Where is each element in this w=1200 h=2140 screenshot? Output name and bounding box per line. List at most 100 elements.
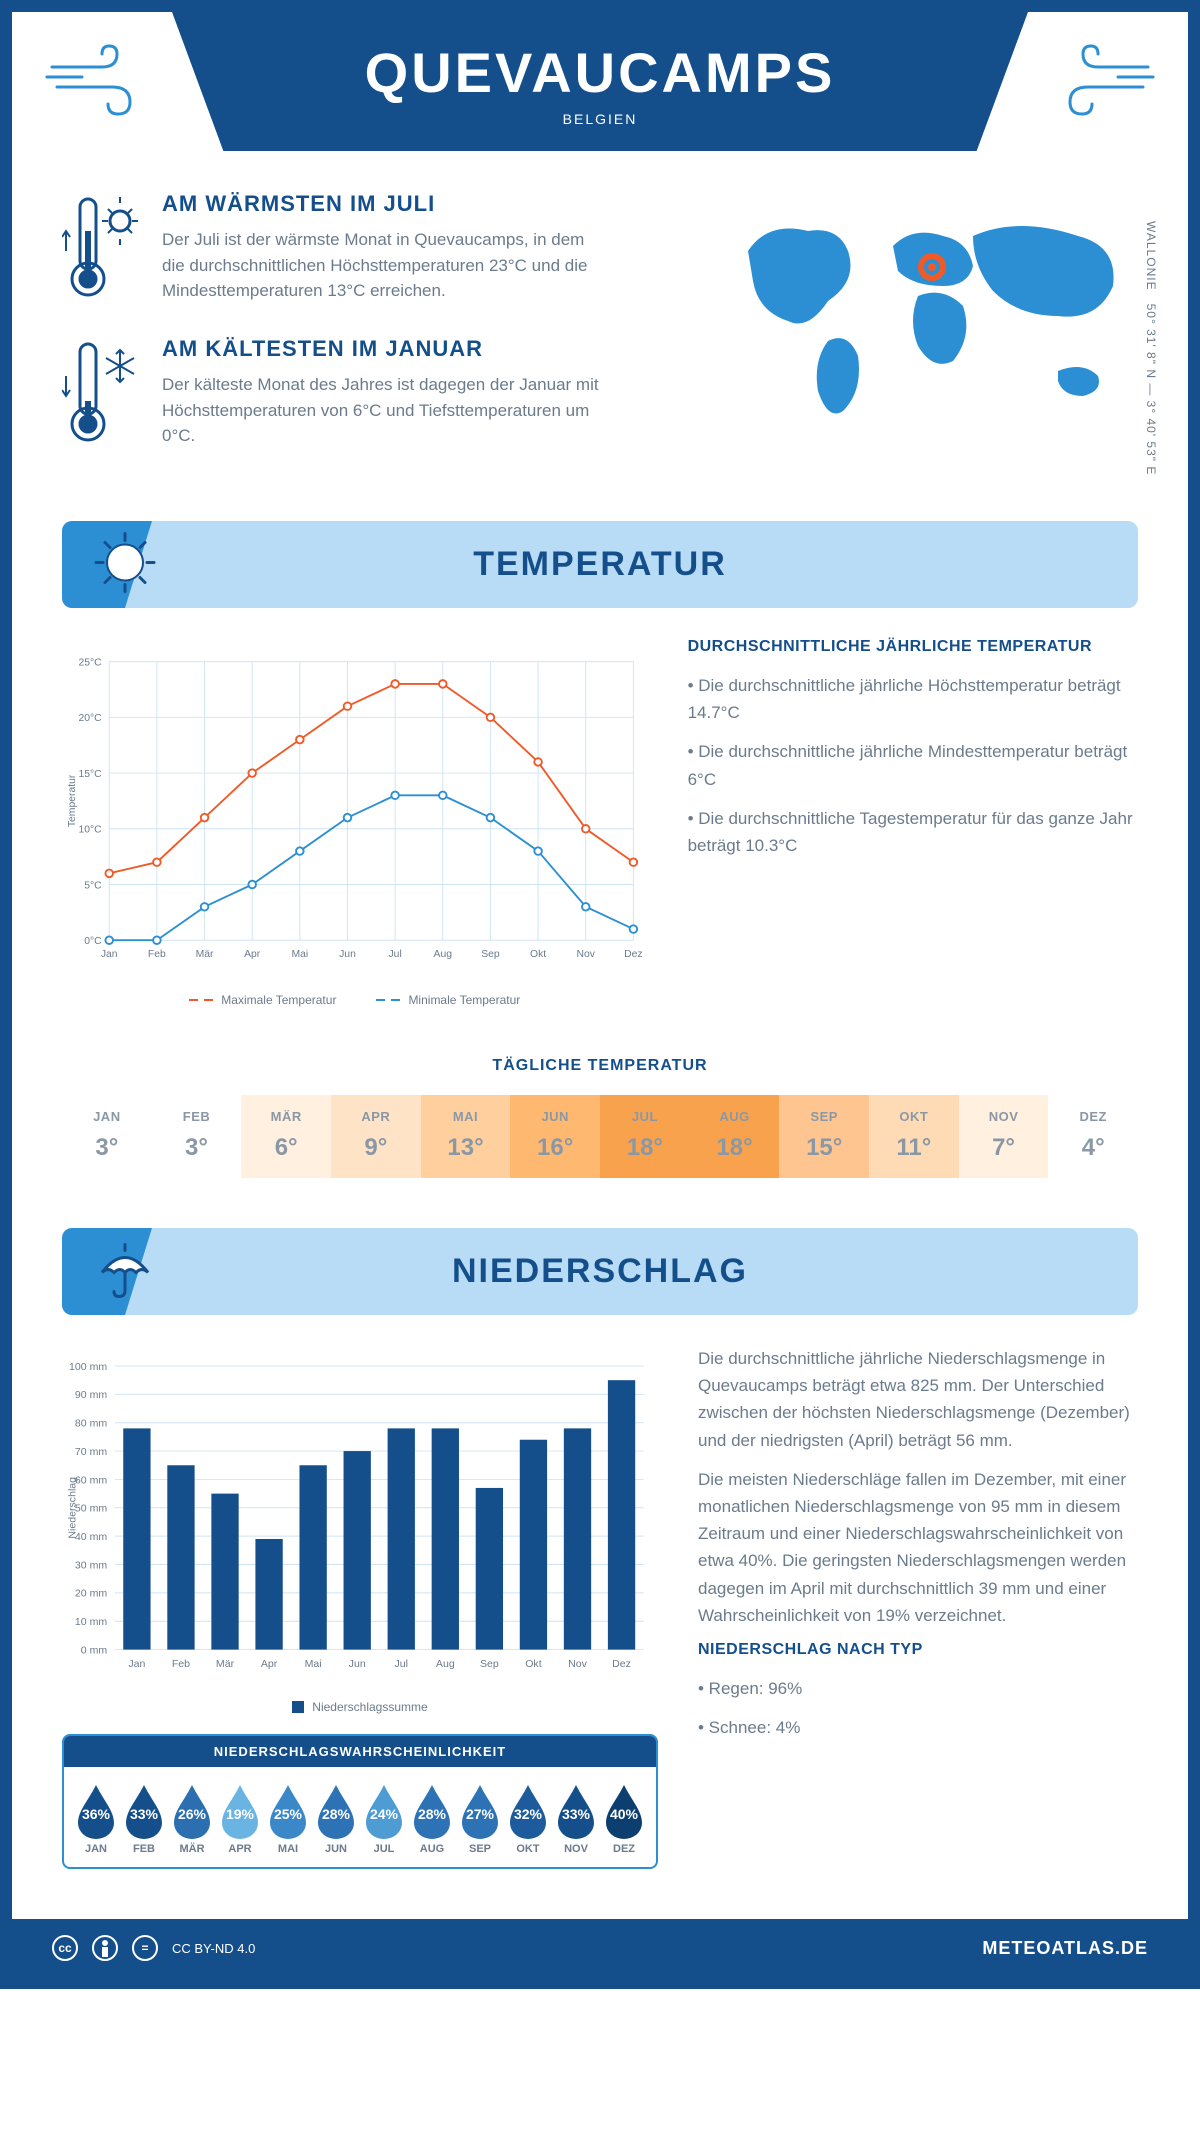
warmest-text: Der Juli ist der wärmste Monat in Quevau… [162,227,602,304]
svg-text:40 mm: 40 mm [75,1531,107,1543]
drop-cell: 32%OKT [506,1783,550,1855]
drop-cell: 25%MAI [266,1783,310,1855]
svg-text:Nov: Nov [568,1658,588,1670]
precip-para: Die meisten Niederschläge fallen im Deze… [698,1466,1138,1629]
coordinates: WALLONIE 50° 31' 8" N — 3° 40' 53" E [1144,221,1158,475]
section-title-precip: NIEDERSCHLAG [92,1252,1108,1291]
heat-cell: DEZ4° [1048,1095,1138,1178]
heat-cell: MÄR6° [241,1095,331,1178]
svg-text:Jul: Jul [394,1658,408,1670]
svg-text:Aug: Aug [434,949,453,960]
drop-cell: 36%JAN [74,1783,118,1855]
svg-text:Feb: Feb [172,1658,190,1670]
svg-text:Nov: Nov [577,949,596,960]
warmest-title: AM WÄRMSTEN IM JULI [162,191,602,217]
drop-cell: 27%SEP [458,1783,502,1855]
svg-text:Mai: Mai [291,949,308,960]
temp-bullet: • Die durchschnittliche jährliche Mindes… [688,738,1138,792]
drop-cell: 33%NOV [554,1783,598,1855]
precip-para: Die durchschnittliche jährliche Niedersc… [698,1345,1138,1454]
svg-text:Apr: Apr [261,1658,278,1670]
svg-text:Jul: Jul [389,949,402,960]
thermometer-hot-icon [62,191,142,306]
svg-text:60 mm: 60 mm [75,1474,107,1486]
location-title: QUEVAUCAMPS [212,40,988,105]
license-text: CC BY-ND 4.0 [172,1941,255,1956]
temp-bullet: • Die durchschnittliche jährliche Höchst… [688,672,1138,726]
country-label: BELGIEN [212,111,988,127]
precip-type-head: NIEDERSCHLAG NACH TYP [698,1641,1138,1659]
precip-type: • Schnee: 4% [698,1714,1138,1741]
svg-text:Feb: Feb [148,949,166,960]
drop-cell: 19%APR [218,1783,262,1855]
svg-text:30 mm: 30 mm [75,1559,107,1571]
svg-text:Mär: Mär [216,1658,235,1670]
svg-text:Jun: Jun [339,949,356,960]
svg-text:70 mm: 70 mm [75,1446,107,1458]
svg-text:Apr: Apr [244,949,261,960]
heat-cell: MAI13° [421,1095,511,1178]
svg-text:100 mm: 100 mm [69,1361,107,1373]
svg-text:10 mm: 10 mm [75,1616,107,1628]
svg-text:Okt: Okt [530,949,546,960]
heat-cell: APR9° [331,1095,421,1178]
svg-text:20 mm: 20 mm [75,1588,107,1600]
precip-type: • Regen: 96% [698,1675,1138,1702]
site-name: METEOATLAS.DE [982,1938,1148,1959]
svg-text:Aug: Aug [436,1658,455,1670]
drop-cell: 26%MÄR [170,1783,214,1855]
svg-text:Jan: Jan [128,1658,145,1670]
sun-icon [92,529,158,600]
svg-text:Okt: Okt [525,1658,541,1670]
svg-text:15°C: 15°C [78,769,102,780]
svg-text:0 mm: 0 mm [81,1644,108,1656]
svg-text:10°C: 10°C [78,825,102,836]
svg-text:0°C: 0°C [84,936,102,947]
svg-text:Dez: Dez [612,1658,631,1670]
section-title-temp: TEMPERATUR [92,545,1108,584]
wind-icon [42,42,162,127]
cc-icon: cc [52,1935,78,1961]
svg-text:90 mm: 90 mm [75,1389,107,1401]
heat-cell: JUN16° [510,1095,600,1178]
heat-cell: JUL18° [600,1095,690,1178]
coldest-title: AM KÄLTESTEN IM JANUAR [162,336,602,362]
drop-cell: 28%JUN [314,1783,358,1855]
coldest-text: Der kälteste Monat des Jahres ist dagege… [162,372,602,449]
temp-chart-legend: Maximale Temperatur Minimale Temperatur [62,993,648,1007]
daily-temp-title: TÄGLICHE TEMPERATUR [12,1057,1188,1075]
precip-prob-title: NIEDERSCHLAGSWAHRSCHEINLICHKEIT [64,1736,656,1767]
heat-cell: JAN3° [62,1095,152,1178]
nd-icon: = [132,1935,158,1961]
svg-text:Mär: Mär [196,949,214,960]
svg-text:Temperatur: Temperatur [67,774,78,827]
precip-bar-chart: 0 mm10 mm20 mm30 mm40 mm50 mm60 mm70 mm8… [62,1345,658,1685]
svg-text:80 mm: 80 mm [75,1418,107,1430]
svg-text:Jun: Jun [349,1658,366,1670]
heat-cell: OKT11° [869,1095,959,1178]
temp-bullet: • Die durchschnittliche Tagestemperatur … [688,805,1138,859]
svg-text:Dez: Dez [624,949,642,960]
svg-text:Mai: Mai [305,1658,322,1670]
daily-temp-heatmap: JAN3°FEB3°MÄR6°APR9°MAI13°JUN16°JUL18°AU… [62,1095,1138,1178]
umbrella-icon [92,1236,158,1307]
svg-text:Sep: Sep [480,1658,499,1670]
heat-cell: FEB3° [152,1095,242,1178]
svg-text:5°C: 5°C [84,880,102,891]
svg-text:Sep: Sep [481,949,500,960]
thermometer-cold-icon [62,336,142,451]
drop-cell: 33%FEB [122,1783,166,1855]
section-header-temperature: TEMPERATUR [62,521,1138,608]
precip-probability-panel: NIEDERSCHLAGSWAHRSCHEINLICHKEIT 36%JAN33… [62,1734,658,1869]
svg-text:Jan: Jan [101,949,118,960]
wind-icon [1038,42,1158,127]
header-banner: QUEVAUCAMPS BELGIEN [172,12,1028,151]
temperature-line-chart: 0°C5°C10°C15°C20°C25°CJanFebMärAprMaiJun… [62,638,648,978]
world-map-icon [718,191,1138,451]
section-header-precip: NIEDERSCHLAG [62,1228,1138,1315]
temp-text-heading: DURCHSCHNITTLICHE JÄHRLICHE TEMPERATUR [688,638,1138,656]
precip-chart-legend: Niederschlagssumme [62,1700,658,1714]
drop-cell: 28%AUG [410,1783,454,1855]
drop-cell: 24%JUL [362,1783,406,1855]
svg-text:20°C: 20°C [78,713,102,724]
